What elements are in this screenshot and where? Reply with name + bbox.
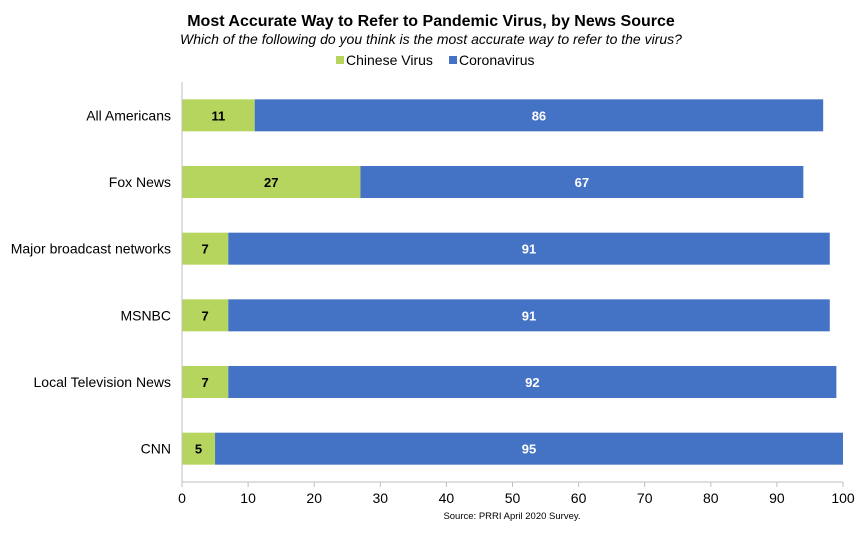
x-tick-label: 40 xyxy=(439,490,455,506)
category-label: All Americans xyxy=(86,107,171,123)
data-label: 7 xyxy=(202,375,209,390)
chart-subtitle: Which of the following do you think is t… xyxy=(180,31,682,47)
bar-segment xyxy=(228,366,837,398)
bar-segment xyxy=(182,99,255,132)
data-label: 91 xyxy=(522,308,536,323)
x-tick-label: 0 xyxy=(178,490,186,506)
data-label: 5 xyxy=(195,442,202,457)
data-label: 7 xyxy=(202,308,209,323)
x-tick-label: 60 xyxy=(571,490,587,506)
data-label: 67 xyxy=(575,175,589,190)
x-tick-label: 50 xyxy=(505,490,521,506)
x-tick-label: 90 xyxy=(769,490,785,506)
category-label: CNN xyxy=(141,441,171,457)
bar-segment xyxy=(182,299,229,332)
x-tick-label: 30 xyxy=(373,490,389,506)
category-label: Fox News xyxy=(109,174,171,190)
bars: 11 86 27 67 7 91 7 91 7 92 5 95 xyxy=(182,99,844,465)
x-tick-label: 100 xyxy=(831,490,855,506)
legend: Chinese Virus Coronavirus xyxy=(336,52,534,68)
bar-segment xyxy=(182,232,229,265)
data-label: 86 xyxy=(532,108,546,123)
legend-label: Chinese Virus xyxy=(346,52,433,68)
x-axis: 0 10 20 30 40 50 60 70 80 90 100 xyxy=(178,481,855,506)
data-label: 27 xyxy=(264,175,278,190)
source-note: Source: PRRI April 2020 Survey. xyxy=(443,511,580,522)
x-tick-label: 70 xyxy=(637,490,653,506)
bar-segment xyxy=(228,232,830,265)
legend-swatch xyxy=(449,56,457,64)
bar-segment xyxy=(182,166,361,198)
y-axis: All Americans Fox News Major broadcast net… xyxy=(11,82,183,482)
data-label: 7 xyxy=(202,242,209,257)
chart-title: Most Accurate Way to Refer to Pandemic V… xyxy=(187,13,675,30)
bar-segment xyxy=(228,299,830,332)
x-tick-label: 20 xyxy=(306,490,322,506)
data-label: 92 xyxy=(525,375,539,390)
data-label: 91 xyxy=(522,242,536,257)
category-label: Major broadcast networks xyxy=(11,241,171,257)
data-label: 11 xyxy=(211,108,225,123)
x-tick-label: 80 xyxy=(703,490,719,506)
legend-swatch xyxy=(336,56,344,64)
bar-segment xyxy=(215,432,844,465)
category-label: MSNBC xyxy=(120,307,171,323)
category-label: Local Television News xyxy=(34,374,171,390)
x-tick-label: 10 xyxy=(240,490,256,506)
bar-segment xyxy=(360,166,804,198)
bar-segment xyxy=(182,432,216,465)
bar-segment xyxy=(182,366,229,398)
legend-label: Coronavirus xyxy=(459,52,534,68)
bar-segment xyxy=(254,99,824,132)
data-label: 95 xyxy=(522,442,536,457)
